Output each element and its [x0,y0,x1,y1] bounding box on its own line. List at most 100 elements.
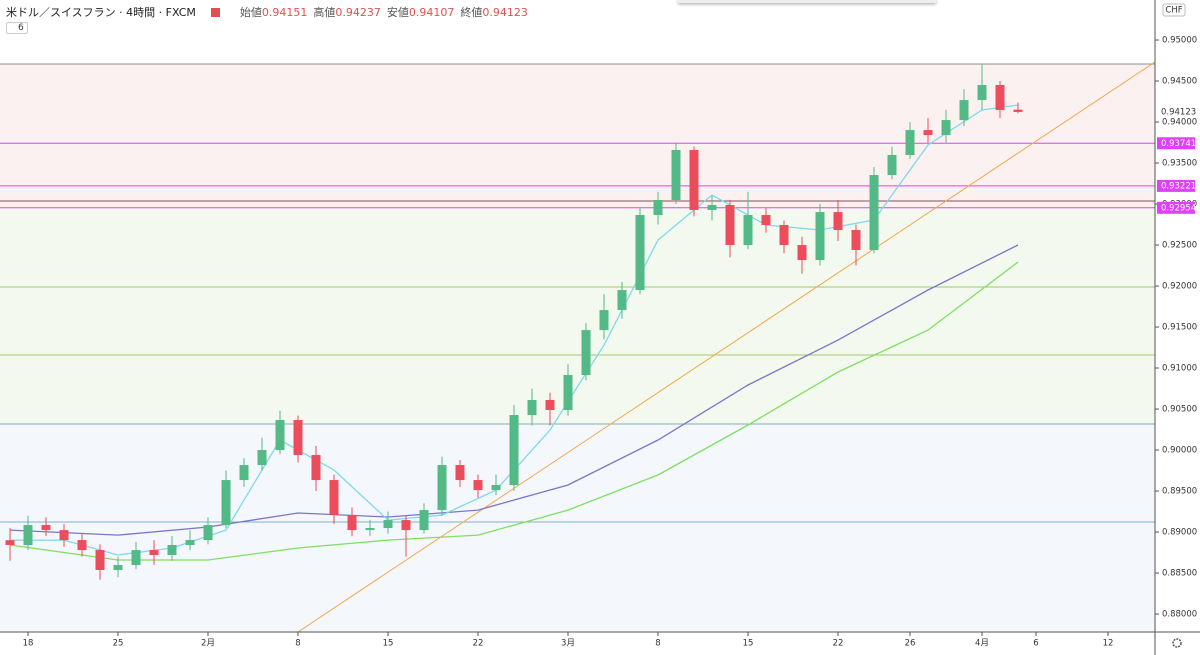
currency-box [1162,3,1186,17]
ohlc-value: 0.94151 [261,6,308,19]
candle-body [797,245,807,261]
x-tick-label: 18 [23,639,34,649]
x-tick-label: 22 [833,639,844,649]
settings-button[interactable] [1172,638,1182,648]
y-tick-label: 0.90000 [1162,446,1197,456]
ohlc-label: 高値 [313,6,336,19]
candle-body [257,450,267,466]
y-tick-label: 0.94500 [1162,77,1197,87]
indicator-count: 6 [18,23,24,33]
candle-body [617,290,627,311]
candle-body [5,540,15,545]
candle-body [887,154,897,175]
y-tick-label: 0.92500 [1162,241,1197,251]
candle-body [725,205,735,246]
candle-body [437,465,447,511]
x-tick-label: 4月 [975,639,989,649]
x-tick-label: 22 [473,639,484,649]
candle-body [59,530,69,541]
y-tick-label: 0.88000 [1162,610,1197,620]
candle-body [239,465,249,481]
x-tick-label: 15 [743,639,754,649]
popup [678,0,936,3]
candle-body [995,85,1005,111]
ohlc: 始値0.94151 高値0.94237 安値0.94107 終値0.94123 [240,6,534,19]
candle-body [581,330,591,376]
last-price-label: 0.94123 [1161,107,1196,117]
flag-icon[interactable] [211,8,221,17]
candle-body [131,550,141,566]
candle-body [527,400,537,416]
level-label: 0.93741 [1161,139,1196,149]
y-tick-label: 0.90500 [1162,405,1197,415]
y-tick-label: 0.94000 [1162,118,1197,128]
candle-body [275,420,285,451]
ohlc-value: 0.94107 [408,6,455,19]
level-label: 0.93221 [1161,181,1196,191]
candle-body [671,149,681,201]
candle-body [221,480,231,526]
header: 米ドル／スイスフラン · 4時間 · FXCM 始値0.94151 高値0.942… [6,4,534,20]
candle-body [383,520,393,529]
candle-body [689,149,699,211]
last-price-box [1157,105,1195,118]
y-tick-label: 0.91000 [1162,364,1197,374]
candle-body [545,400,555,411]
currency-label: CHF [1165,6,1182,16]
candle-body [329,480,339,516]
background-band [0,207,1155,425]
source: FXCM [165,6,196,19]
y-tick-label: 0.89000 [1162,528,1197,538]
level-label-box [1157,201,1195,214]
level-label: 0.92954 [1161,203,1196,213]
candle-body [959,100,969,121]
candle-body [869,174,879,251]
candle-body [401,520,411,531]
candle-body [563,375,573,411]
candle-body [833,212,843,231]
x-tick-label: 26 [905,639,916,649]
candle-body [599,310,609,331]
moving-average [9,261,1019,561]
ohlc-value: 0.94123 [482,6,528,19]
y-tick-label: 0.91500 [1162,323,1197,333]
candle-body [77,540,87,551]
candle-body [455,465,465,481]
background-band [0,424,1155,632]
x-tick-label: 25 [113,639,124,649]
gear-icon [1172,638,1182,648]
candle-body [365,528,375,531]
ohlc-label: 終値 [460,6,483,19]
candle-body [185,540,195,545]
candle-body [815,212,825,261]
candle-body [203,525,213,541]
candle-body [779,225,789,246]
interval[interactable]: 4時間 [126,6,156,19]
candle-body [653,200,663,216]
candle-body [923,130,933,136]
x-tick-label: 15 [383,639,394,649]
y-tick-label: 0.92000 [1162,282,1197,292]
background-band [0,64,1155,208]
x-tick-label: 8 [295,639,300,649]
time-axis [0,632,1155,655]
indicator-toggle[interactable]: 6 [6,22,28,34]
candle-body [905,130,915,155]
y-tick-label: 0.95000 [1162,36,1197,46]
moving-average [10,104,1019,556]
moving-average [9,244,1019,536]
candle-body [149,550,159,555]
candle-body [23,525,33,545]
x-tick-label: 8 [655,639,660,649]
candle-body [941,120,951,136]
candle-body [293,420,303,456]
candle-body [95,550,105,571]
symbol: 米ドル／スイスフラン [6,6,116,19]
candle-body [347,515,357,531]
x-tick-label: 2月 [201,639,215,649]
candle-body [977,85,987,101]
candle-body [761,215,771,226]
y-tick-label: 0.88500 [1162,569,1197,579]
